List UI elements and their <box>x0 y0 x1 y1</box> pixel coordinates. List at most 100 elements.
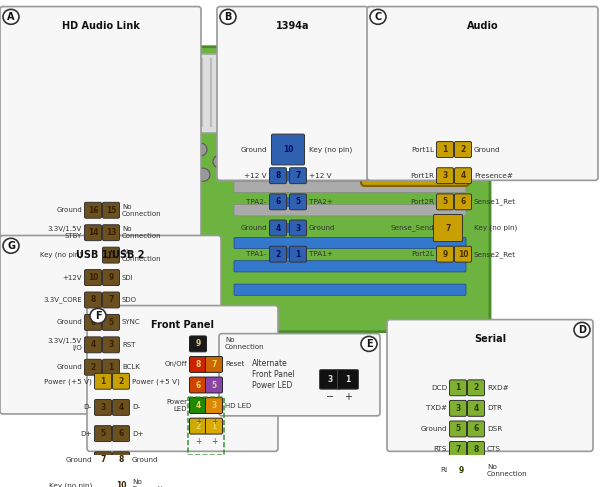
Circle shape <box>220 9 236 24</box>
Text: 1: 1 <box>346 375 350 384</box>
Circle shape <box>196 168 210 181</box>
FancyBboxPatch shape <box>433 214 463 242</box>
Text: 2: 2 <box>196 422 200 431</box>
FancyBboxPatch shape <box>445 455 476 485</box>
Circle shape <box>574 322 590 337</box>
FancyBboxPatch shape <box>467 380 485 396</box>
FancyBboxPatch shape <box>103 315 119 330</box>
FancyBboxPatch shape <box>85 202 101 218</box>
FancyBboxPatch shape <box>87 305 278 451</box>
FancyBboxPatch shape <box>290 220 307 236</box>
FancyBboxPatch shape <box>437 168 454 184</box>
FancyBboxPatch shape <box>95 374 112 389</box>
Text: TPA2+: TPA2+ <box>309 199 333 205</box>
Bar <box>96 296 108 304</box>
Text: 5: 5 <box>109 318 113 327</box>
Text: 3: 3 <box>442 171 448 180</box>
Text: No
Connection: No Connection <box>132 479 173 487</box>
FancyBboxPatch shape <box>95 426 112 442</box>
Text: TPA2-: TPA2- <box>247 199 267 205</box>
FancyBboxPatch shape <box>113 374 130 389</box>
Text: 11: 11 <box>106 251 116 260</box>
Text: TPA1+: TPA1+ <box>309 251 333 257</box>
Circle shape <box>193 143 207 156</box>
Bar <box>96 273 108 282</box>
Text: D+: D+ <box>80 431 92 437</box>
Text: +: + <box>211 417 217 426</box>
FancyBboxPatch shape <box>367 6 598 180</box>
Text: No
Connection: No Connection <box>122 204 161 217</box>
Text: 7: 7 <box>211 360 217 369</box>
FancyBboxPatch shape <box>371 85 459 177</box>
Text: 1: 1 <box>100 377 106 386</box>
Text: 4: 4 <box>91 340 95 349</box>
Text: 8: 8 <box>91 296 95 304</box>
FancyBboxPatch shape <box>455 168 472 184</box>
Text: 9: 9 <box>196 339 200 348</box>
Text: +12 V: +12 V <box>244 173 267 179</box>
Text: 2: 2 <box>460 145 466 154</box>
Circle shape <box>370 9 386 24</box>
Text: 3: 3 <box>100 403 106 412</box>
FancyBboxPatch shape <box>205 356 223 373</box>
FancyBboxPatch shape <box>85 292 101 308</box>
Text: Power (+5 V): Power (+5 V) <box>132 378 180 385</box>
Bar <box>281 249 295 259</box>
Text: 2: 2 <box>118 377 124 386</box>
Text: D+: D+ <box>132 431 144 437</box>
Text: 3: 3 <box>328 375 332 384</box>
Text: 8: 8 <box>196 360 200 369</box>
Text: 3.3V/1.5V
I/O: 3.3V/1.5V I/O <box>48 338 82 351</box>
Text: TPA1-: TPA1- <box>247 251 267 257</box>
Text: 1: 1 <box>109 363 113 372</box>
Bar <box>201 422 211 431</box>
Text: Ground: Ground <box>132 457 158 463</box>
FancyBboxPatch shape <box>290 246 307 262</box>
Text: Ground: Ground <box>65 457 92 463</box>
Text: D-: D- <box>132 404 140 411</box>
FancyBboxPatch shape <box>113 426 130 442</box>
Text: No
Connection: No Connection <box>122 248 161 262</box>
Bar <box>201 360 211 369</box>
FancyBboxPatch shape <box>219 334 380 416</box>
Text: Serial: Serial <box>474 334 506 344</box>
FancyBboxPatch shape <box>234 261 466 272</box>
Text: Power (+5 V): Power (+5 V) <box>44 378 92 385</box>
Text: 5: 5 <box>442 197 448 206</box>
Text: Ground: Ground <box>56 364 82 370</box>
FancyBboxPatch shape <box>234 237 466 248</box>
Text: 3.3V_CORE: 3.3V_CORE <box>43 297 82 303</box>
FancyBboxPatch shape <box>449 380 467 396</box>
Bar <box>461 403 473 413</box>
Text: 4: 4 <box>196 401 200 410</box>
Circle shape <box>90 308 106 323</box>
Text: Port1R: Port1R <box>410 173 434 179</box>
FancyBboxPatch shape <box>269 194 287 210</box>
FancyBboxPatch shape <box>103 202 119 218</box>
FancyBboxPatch shape <box>103 359 119 375</box>
Text: 15: 15 <box>106 206 116 215</box>
FancyBboxPatch shape <box>290 168 307 184</box>
FancyBboxPatch shape <box>190 356 206 373</box>
Text: DSR: DSR <box>487 426 502 432</box>
Text: C: C <box>374 12 382 22</box>
Text: 1: 1 <box>295 250 301 259</box>
FancyBboxPatch shape <box>85 270 101 285</box>
FancyBboxPatch shape <box>361 75 469 186</box>
Text: 9: 9 <box>109 273 113 282</box>
FancyBboxPatch shape <box>467 421 485 437</box>
FancyBboxPatch shape <box>269 246 287 262</box>
Text: SYNC: SYNC <box>122 319 140 325</box>
Text: DCD: DCD <box>431 385 447 391</box>
Text: 5: 5 <box>211 380 217 390</box>
Text: 10: 10 <box>283 145 293 154</box>
Text: +12 V: +12 V <box>309 173 332 179</box>
FancyBboxPatch shape <box>467 442 485 457</box>
Text: 7: 7 <box>109 296 113 304</box>
FancyBboxPatch shape <box>337 370 359 389</box>
Text: A: A <box>7 12 15 22</box>
FancyBboxPatch shape <box>455 142 472 157</box>
FancyBboxPatch shape <box>234 205 466 216</box>
FancyBboxPatch shape <box>304 52 366 65</box>
Bar <box>281 197 295 207</box>
